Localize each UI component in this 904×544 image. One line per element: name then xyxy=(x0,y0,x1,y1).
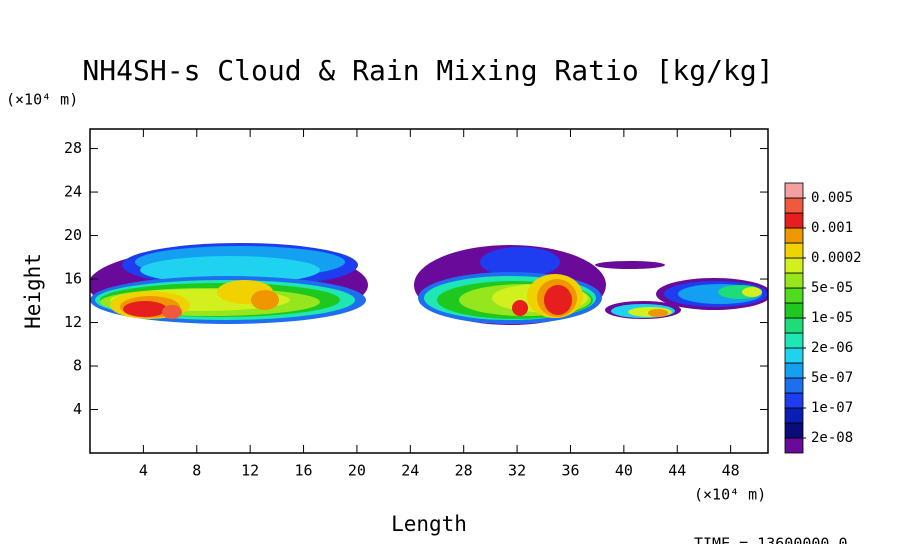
colorbar-segment xyxy=(784,212,804,229)
chart-title: NH4SH-s Cloud & Rain Mixing Ratio [kg/kg… xyxy=(82,54,773,87)
y-tick-label: 24 xyxy=(64,183,82,201)
colorbar-segment xyxy=(784,362,804,379)
colorbar-segment xyxy=(784,302,804,319)
x-tick-label: 48 xyxy=(722,462,740,480)
colorbar-segment xyxy=(784,437,804,454)
colorbar-segment xyxy=(784,242,804,259)
cloud-region xyxy=(742,287,762,297)
colorbar-segment xyxy=(784,227,804,244)
x-tick-label: 20 xyxy=(348,462,366,480)
x-unit: (×10⁴ m) xyxy=(694,486,766,504)
colorbar-label: 0.0002 xyxy=(811,250,862,266)
y-tick-label: 8 xyxy=(73,357,82,375)
colorbar-label: 5e-07 xyxy=(811,370,853,386)
y-tick-label: 16 xyxy=(64,270,82,288)
y-tick-label: 12 xyxy=(64,313,82,331)
cloud-region xyxy=(251,290,279,310)
plot-frame xyxy=(89,128,769,454)
colorbar-label: 1e-07 xyxy=(811,400,853,416)
cloud-region xyxy=(140,256,320,284)
colorbar-segment xyxy=(784,392,804,409)
y-tick-label: 28 xyxy=(64,139,82,157)
colorbar-segment xyxy=(784,422,804,439)
x-tick-label: 24 xyxy=(401,462,419,480)
x-tick-label: 16 xyxy=(295,462,313,480)
cloud-region xyxy=(648,309,668,317)
x-tick-label: 36 xyxy=(561,462,579,480)
x-tick-label: 32 xyxy=(508,462,526,480)
cloud-region xyxy=(512,300,528,316)
x-tick-label: 40 xyxy=(615,462,633,480)
colorbar-segment xyxy=(784,347,804,364)
colorbar-segment xyxy=(784,332,804,349)
colorbar-segment xyxy=(784,287,804,304)
colorbar-segment xyxy=(784,272,804,289)
colorbar-label: 5e-05 xyxy=(811,280,853,296)
y-tick-label: 20 xyxy=(64,226,82,244)
x-tick-label: 28 xyxy=(455,462,473,480)
colorbar-label: 0.001 xyxy=(811,220,853,236)
y-unit: (×10⁴ m) xyxy=(6,91,78,109)
colorbar-label: 1e-05 xyxy=(811,310,853,326)
colorbar-segment xyxy=(784,317,804,334)
x-tick-label: 8 xyxy=(192,462,201,480)
cloud-region xyxy=(123,301,167,317)
colorbar-label: 2e-06 xyxy=(811,340,853,356)
x-tick-label: 12 xyxy=(241,462,259,480)
colorbar-segment xyxy=(784,407,804,424)
cloud-region xyxy=(544,285,572,315)
colorbar-label: 0.005 xyxy=(811,190,853,206)
y-tick-label: 4 xyxy=(73,400,82,418)
contour-field xyxy=(90,243,768,325)
x-tick-label: 44 xyxy=(668,462,686,480)
colorbar-segment xyxy=(784,182,804,199)
x-tick-label: 4 xyxy=(139,462,148,480)
x-axis-label: Length xyxy=(391,512,467,536)
cloud-region xyxy=(480,247,560,277)
time-label: TIME = 13600000.0 xyxy=(694,535,848,544)
colorbar-label: 2e-08 xyxy=(811,430,853,446)
y-axis-label: Height xyxy=(21,253,45,329)
colorbar-segment xyxy=(784,377,804,394)
colorbar-segment xyxy=(784,197,804,214)
cloud-region xyxy=(595,261,665,269)
colorbar-segment xyxy=(784,257,804,274)
cloud-region xyxy=(162,305,182,319)
